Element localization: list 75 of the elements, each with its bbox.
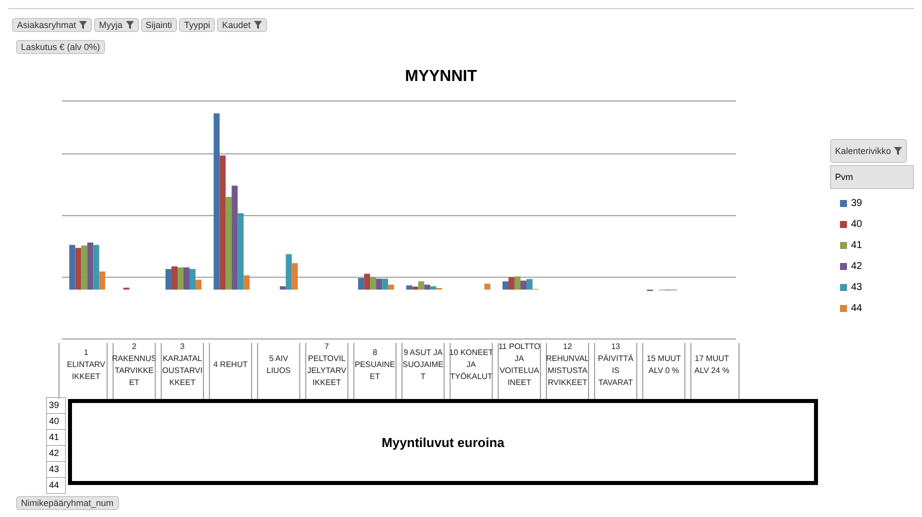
- bar: [93, 244, 100, 290]
- legend-title: Pvm: [830, 165, 914, 189]
- x-tick-label: 3 KARJATALOUSTARVIKKEET: [162, 342, 203, 387]
- text: Tyyppi: [179, 18, 216, 32]
- bar: [244, 275, 250, 290]
- bar: [286, 254, 292, 290]
- text: 39: [49, 400, 60, 410]
- bar: [508, 277, 515, 290]
- text: Nimikepääryhmat_num: [16, 496, 119, 510]
- bar: [388, 284, 394, 290]
- bar: [514, 276, 521, 290]
- bar: [238, 213, 244, 290]
- legend-label: 41: [850, 238, 864, 252]
- x-tick-label: 1 ELINTARVIKKEET: [66, 348, 106, 381]
- bar: [418, 281, 424, 290]
- x-tick-label: 4 REHUT: [213, 360, 248, 369]
- text: 42: [49, 448, 60, 458]
- x-tick-label: 5 AIV LIUOS: [266, 354, 291, 375]
- bar: [424, 284, 430, 290]
- text: 44: [49, 480, 60, 490]
- text: Asiakasryhmat: [12, 18, 92, 32]
- bar: [190, 268, 196, 290]
- bar: [226, 196, 232, 290]
- bar: [364, 274, 370, 290]
- note-frame: Myyntiluvut euroina: [68, 399, 818, 485]
- text: 41: [49, 432, 60, 442]
- legend-label: 43: [850, 280, 864, 294]
- bar: [412, 286, 418, 290]
- x-tick-label: 17 MUUT ALV 24 %: [694, 354, 730, 375]
- text: Myyja: [94, 18, 139, 32]
- chart-title: MYYNNIT: [405, 68, 478, 85]
- bar: [184, 267, 190, 290]
- x-tick-label: 2 RAKENNUSTARVIKKEET: [112, 342, 156, 387]
- bar: [87, 242, 94, 290]
- text: Kaudet: [217, 18, 267, 32]
- bar: [406, 285, 412, 290]
- bar: [484, 284, 490, 290]
- bar: [292, 263, 298, 290]
- bar: [280, 286, 286, 290]
- bar: [81, 246, 88, 290]
- bar: [370, 277, 376, 290]
- bar: [502, 281, 509, 290]
- bar: [430, 286, 436, 290]
- x-tick-label: 11 POLTTO JA VOITELUAINEET: [498, 342, 540, 387]
- legend-label: 39: [850, 196, 864, 210]
- bar: [526, 279, 533, 290]
- x-tick-label: 13 PÄIVITTÄIS TAVARAT: [598, 342, 634, 387]
- text: 40: [49, 416, 60, 426]
- legend-label: 44: [850, 302, 864, 316]
- x-tick-label: 15 MUUT ALV 0 %: [646, 354, 682, 375]
- bar: [214, 113, 220, 290]
- x-tick-label: 10 KONEET JA TYÖKALUT: [449, 348, 494, 381]
- bar: [178, 267, 184, 290]
- bar: [382, 278, 388, 290]
- bar: [69, 244, 76, 290]
- bar: [520, 280, 527, 290]
- x-tick-label: 12 REHUNVALMISTUSTARVIKKEET: [546, 342, 590, 387]
- x-tick-label: 8 PESUAINEET: [354, 348, 396, 381]
- bar: [220, 155, 226, 290]
- bar: [358, 278, 364, 290]
- legend-label: 42: [850, 260, 864, 274]
- bar: [376, 278, 382, 290]
- text: 43: [49, 464, 60, 474]
- bar: [196, 280, 202, 290]
- bar: [232, 186, 238, 290]
- x-tick-label: 7 PELTOVILJELYTARVIKKEET: [307, 342, 348, 387]
- bar: [166, 268, 172, 290]
- bar: [172, 266, 178, 290]
- legend-label: 40: [850, 218, 864, 232]
- bar: [99, 271, 106, 290]
- bar: [75, 248, 82, 290]
- text: Sijainti: [140, 18, 178, 32]
- text: Kalenterivikko: [830, 139, 908, 163]
- x-tick-label: 9 ASUT JA SUOJAIMET: [402, 348, 444, 381]
- text: Laskutus € (alv 0%): [16, 40, 106, 54]
